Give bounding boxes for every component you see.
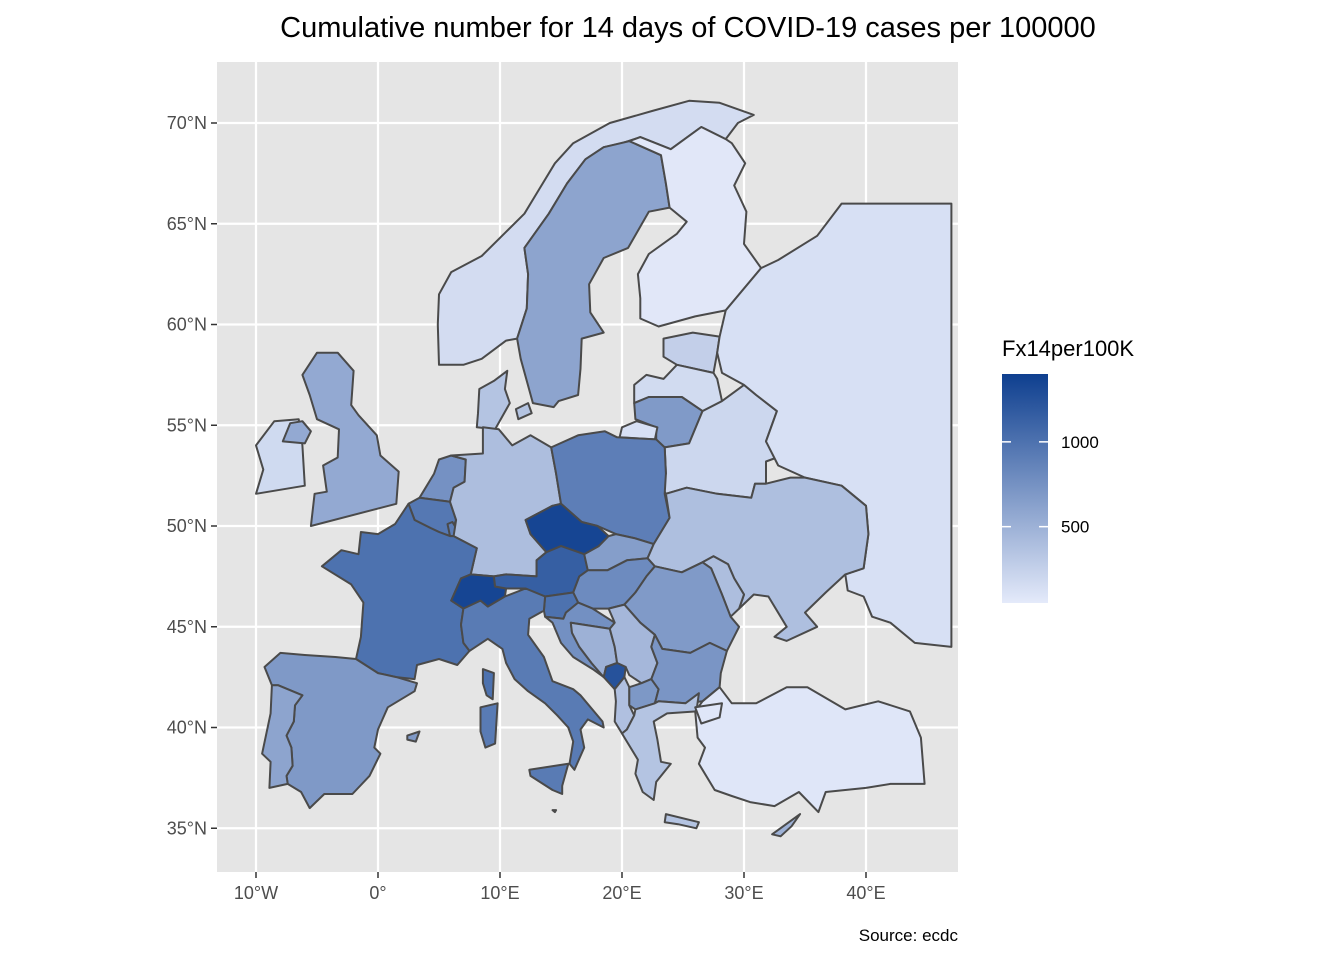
country-turkey — [694, 686, 926, 814]
legend-break-label: 1000 — [1061, 433, 1099, 452]
x-tick-label: 10°W — [234, 883, 278, 903]
country-italy — [479, 702, 499, 749]
x-tick-label: 10°E — [480, 883, 519, 903]
caption: Source: ecdc — [859, 926, 959, 945]
x-tick-label: 0° — [369, 883, 386, 903]
country-united-kingdom — [281, 420, 312, 445]
country-italy — [460, 587, 605, 771]
country-malta — [551, 809, 558, 814]
country-france — [320, 502, 478, 681]
legend-colorbar — [1002, 374, 1048, 603]
country-spain — [406, 730, 421, 743]
y-tick-label: 70°N — [167, 113, 207, 133]
legend-title: Fx14per100K — [1002, 336, 1134, 361]
legend: Fx14per100K 500 1000 — [1002, 336, 1134, 603]
country-france — [481, 668, 495, 701]
x-tick-label: 40°E — [846, 883, 885, 903]
country-cyprus — [771, 813, 802, 838]
country-turkey — [694, 702, 723, 725]
x-tick-label: 30°E — [724, 883, 763, 903]
country-layer — [255, 99, 953, 838]
legend-ticks: 500 1000 — [1002, 433, 1099, 537]
country-greece — [663, 813, 700, 830]
x-tick-label: 20°E — [602, 883, 641, 903]
y-tick-label: 45°N — [167, 617, 207, 637]
y-tick-label: 55°N — [167, 415, 207, 435]
y-tick-label: 60°N — [167, 315, 207, 335]
country-greece — [621, 692, 700, 801]
y-tick-label: 50°N — [167, 516, 207, 536]
y-tick-label: 65°N — [167, 214, 207, 234]
country-denmark — [514, 402, 533, 421]
y-axis: 35°N 40°N 45°N 50°N 55°N 60°N 65°N 70°N — [167, 113, 217, 838]
x-axis: 10°W 0° 10°E 20°E 30°E 40°E — [234, 872, 886, 903]
y-tick-label: 35°N — [167, 818, 207, 838]
country-portugal — [261, 684, 304, 789]
chart-title: Cumulative number for 14 days of COVID-1… — [280, 12, 1096, 44]
y-tick-label: 40°N — [167, 718, 207, 738]
country-denmark — [475, 369, 511, 431]
country-united-kingdom — [301, 351, 400, 527]
country-italy — [528, 762, 570, 795]
legend-break-label: 500 — [1061, 518, 1089, 537]
